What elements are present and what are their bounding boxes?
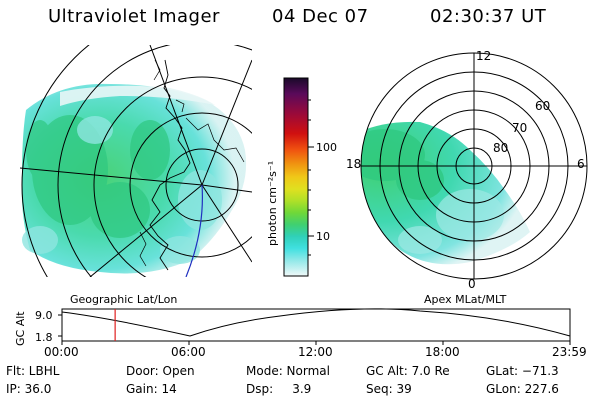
time-tick-1800: 18:00 — [425, 345, 460, 359]
observation-date: 04 Dec 07 — [272, 6, 369, 27]
time-tick-0600: 06:00 — [171, 345, 206, 359]
observation-time: 02:30:37 UT — [430, 6, 547, 27]
time-tick-2359: 23:59 — [552, 345, 587, 359]
info-ip: IP: 36.0 — [6, 382, 52, 396]
color-bar: 100 10 photon cm⁻²s⁻¹ — [266, 77, 337, 277]
terminator-line — [185, 184, 203, 277]
colorbar-tick-10: 10 — [316, 230, 330, 243]
mlt-lines — [361, 53, 587, 279]
mlat-label-70: 70 — [512, 121, 527, 135]
geographic-image — [20, 45, 252, 277]
altitude-plot: 9.0 1.8 GC Alt 00:00 06:00 12:00 18:00 2… — [14, 308, 587, 359]
info-door: Door: Open — [126, 364, 195, 378]
apex-label: Apex MLat/MLT — [424, 293, 507, 306]
latitude-circles — [21, 45, 252, 277]
info-seq: Seq: 39 — [366, 382, 412, 396]
mlt-label-12: 12 — [476, 49, 491, 63]
alt-ylabel: GC Alt — [14, 311, 27, 346]
longitude-lines — [20, 45, 252, 277]
mlt-label-0: 0 — [468, 277, 476, 291]
info-gain: Gain: 14 — [126, 382, 177, 396]
colorbar-unit-label: photon cm⁻²s⁻¹ — [266, 161, 279, 246]
info-glat: GLat: −71.3 — [486, 364, 559, 378]
info-gc-alt: GC Alt: 7.0 Re — [366, 364, 450, 378]
alt-ytick-low: 1.8 — [35, 331, 53, 344]
mlat-label-60: 60 — [535, 99, 550, 113]
time-tick-0000: 00:00 — [44, 345, 79, 359]
apex-polar-image: 12 18 6 0 60 70 80 — [346, 49, 588, 291]
alt-ytick-high: 9.0 — [35, 309, 53, 322]
mlt-label-18: 18 — [346, 157, 361, 171]
info-mode: Mode: Normal — [246, 364, 330, 378]
info-dsp: Dsp: 3.9 — [246, 382, 312, 396]
altitude-curve — [61, 308, 571, 337]
geographic-label: Geographic Lat/Lon — [70, 293, 177, 306]
mlt-label-6: 6 — [577, 157, 585, 171]
mlat-label-80: 80 — [493, 141, 508, 155]
time-tick-1200: 12:00 — [298, 345, 333, 359]
info-glon: GLon: 227.6 — [486, 382, 559, 396]
instrument-title: Ultraviolet Imager — [48, 6, 220, 27]
info-filter: Flt: LBHL — [6, 364, 60, 378]
colorbar-tick-100: 100 — [316, 141, 337, 154]
